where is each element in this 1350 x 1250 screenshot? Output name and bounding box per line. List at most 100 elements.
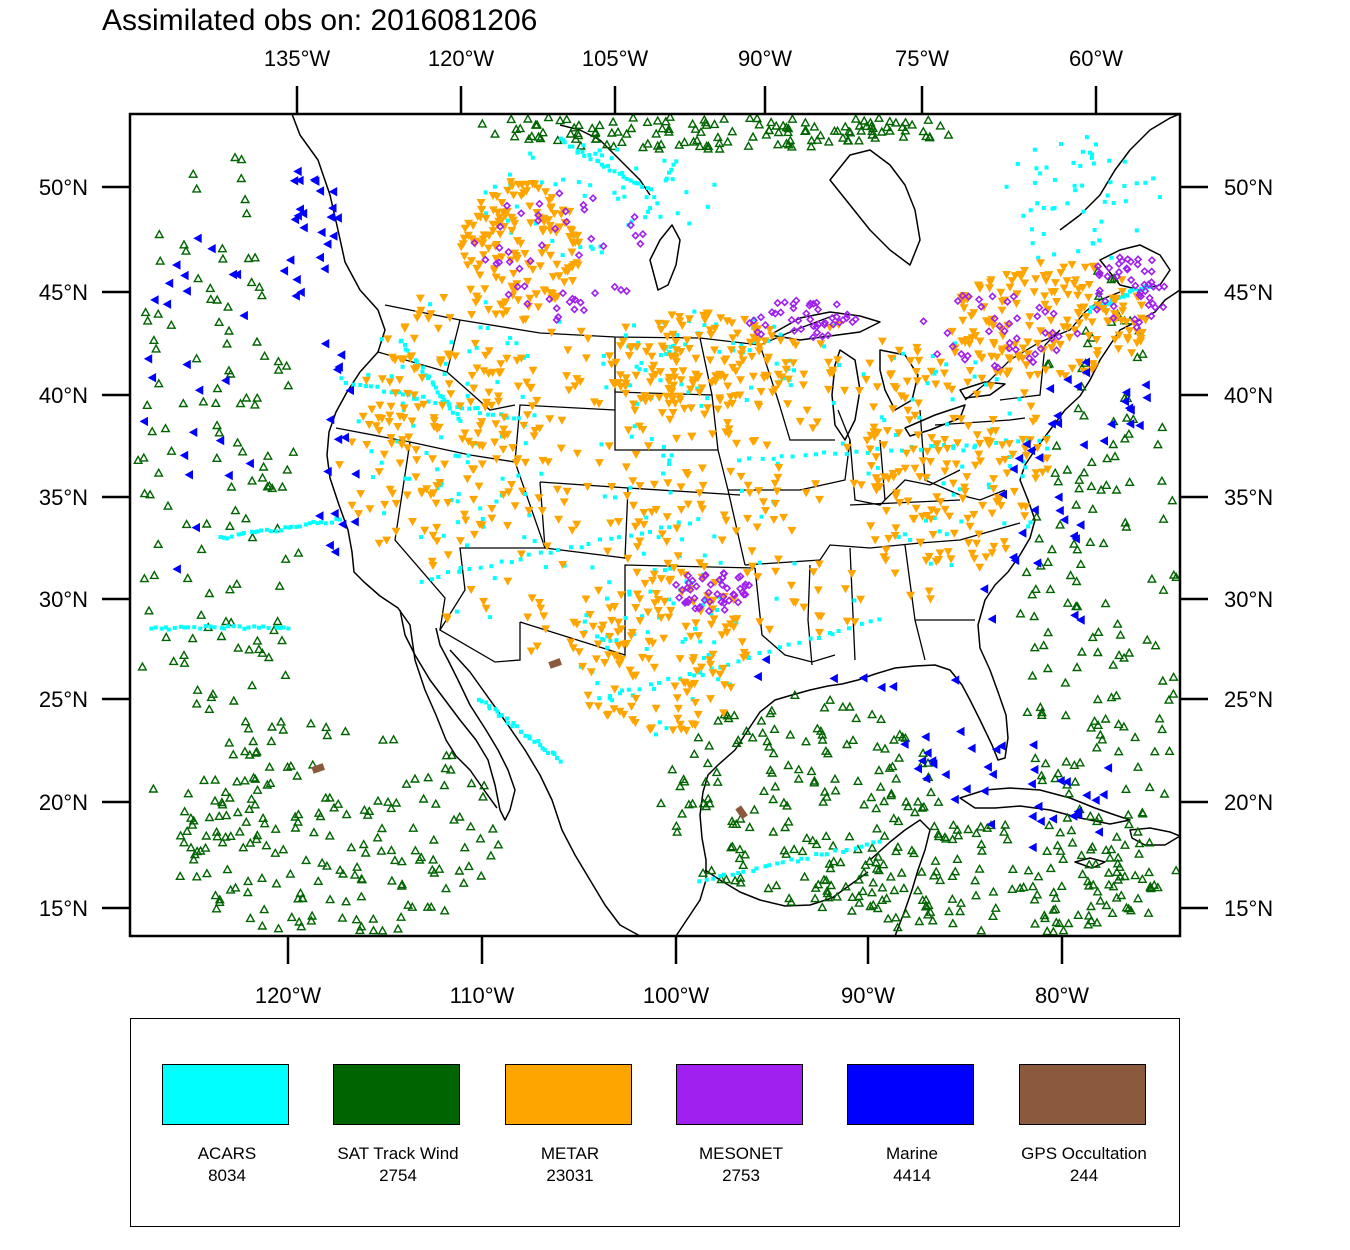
metar-marker xyxy=(395,376,405,385)
metar-marker xyxy=(461,516,471,525)
sat-track-wind-marker xyxy=(216,797,227,807)
acars-marker xyxy=(543,565,548,570)
acars-marker xyxy=(596,159,601,164)
sat-track-wind-marker xyxy=(854,897,865,907)
metar-marker xyxy=(865,359,875,368)
sat-track-wind-marker xyxy=(273,364,284,374)
sat-track-wind-marker xyxy=(873,851,884,861)
marine-marker xyxy=(921,732,930,742)
metar-marker xyxy=(706,330,716,340)
acars-marker xyxy=(512,416,517,421)
metar-marker xyxy=(772,487,782,496)
acars-marker xyxy=(400,401,405,406)
metar-marker xyxy=(1038,468,1048,477)
acars-marker xyxy=(859,621,864,626)
metar-marker xyxy=(1025,371,1035,380)
acars-marker xyxy=(667,525,672,530)
sat-track-wind-marker xyxy=(153,308,164,318)
sat-track-wind-marker xyxy=(1167,495,1178,505)
acars-marker xyxy=(1111,201,1116,205)
sat-track-wind-marker xyxy=(877,882,888,892)
sat-track-wind-marker xyxy=(1130,870,1141,880)
metar-marker xyxy=(1111,294,1121,303)
acars-marker xyxy=(627,592,632,597)
acars-marker xyxy=(403,342,407,347)
acars-marker xyxy=(277,625,282,630)
metar-marker xyxy=(400,323,410,332)
sat-track-wind-marker xyxy=(403,899,414,909)
acars-marker xyxy=(1065,201,1070,206)
acars-marker xyxy=(612,169,617,174)
sat-track-wind-marker xyxy=(493,839,504,849)
sat-track-wind-marker xyxy=(1040,758,1051,768)
metar-marker xyxy=(675,655,685,664)
metar-marker xyxy=(733,329,742,338)
sat-track-wind-marker xyxy=(799,126,810,136)
metar-marker xyxy=(723,382,733,391)
sat-track-wind-marker xyxy=(1171,572,1180,581)
sat-track-wind-marker xyxy=(530,119,541,129)
acars-marker xyxy=(508,335,513,340)
acars-marker xyxy=(833,848,838,853)
sat-track-wind-marker xyxy=(672,826,683,836)
acars-marker xyxy=(203,624,208,628)
metar-marker xyxy=(408,518,417,527)
sat-track-wind-marker xyxy=(781,138,792,148)
metar-marker xyxy=(694,331,704,340)
metar-marker xyxy=(566,225,575,234)
metar-marker xyxy=(664,577,674,586)
metar-marker xyxy=(723,419,733,428)
acars-marker xyxy=(557,319,562,324)
acars-marker xyxy=(1036,255,1041,260)
sat-track-wind-marker xyxy=(841,739,852,749)
sat-track-wind-marker xyxy=(859,867,869,877)
metar-marker xyxy=(574,648,584,657)
acars-marker xyxy=(1052,177,1057,182)
metar-marker xyxy=(1060,372,1070,381)
sat-track-wind-marker xyxy=(220,831,231,841)
sat-track-wind-marker xyxy=(1053,476,1064,486)
metar-marker xyxy=(962,473,972,482)
acars-marker xyxy=(1004,184,1009,189)
acars-marker xyxy=(598,537,602,542)
sat-track-wind-marker xyxy=(191,183,202,193)
sat-track-wind-marker xyxy=(175,871,186,880)
metar-marker xyxy=(1033,444,1043,453)
metar-marker xyxy=(656,575,666,584)
marine-marker xyxy=(320,339,330,349)
marine-marker xyxy=(1076,520,1085,530)
acars-marker xyxy=(627,589,632,594)
metar-marker xyxy=(639,520,649,529)
mesonet-marker xyxy=(675,593,684,602)
metar-marker xyxy=(563,346,573,355)
mesonet-marker xyxy=(814,320,823,329)
acars-marker xyxy=(972,374,977,379)
metar-marker xyxy=(1043,465,1053,474)
metar-marker xyxy=(480,285,490,294)
metar-marker xyxy=(718,664,728,673)
acars-marker xyxy=(525,353,530,358)
metar-marker xyxy=(760,371,770,380)
metar-marker xyxy=(386,402,396,411)
acars-marker xyxy=(900,351,905,356)
sat-track-wind-marker xyxy=(1034,533,1045,543)
acars-marker xyxy=(659,525,663,530)
metar-marker xyxy=(503,430,512,439)
metar-marker xyxy=(1021,361,1031,370)
sat-track-wind-marker xyxy=(837,701,848,711)
metar-marker xyxy=(842,443,852,452)
sat-track-wind-marker xyxy=(245,913,256,923)
acars-marker xyxy=(478,325,483,330)
state-line xyxy=(744,522,1021,566)
metar-marker xyxy=(583,482,593,492)
metar-marker xyxy=(520,458,530,467)
metar-marker xyxy=(650,599,660,608)
sat-track-wind-marker xyxy=(889,734,899,744)
acars-marker xyxy=(840,441,845,446)
marine-marker xyxy=(184,470,194,480)
sat-track-wind-marker xyxy=(1071,499,1082,509)
sat-track-wind-marker xyxy=(947,893,958,903)
mesonet-marker xyxy=(1054,332,1063,341)
metar-marker xyxy=(673,714,683,723)
acars-marker xyxy=(582,193,587,198)
